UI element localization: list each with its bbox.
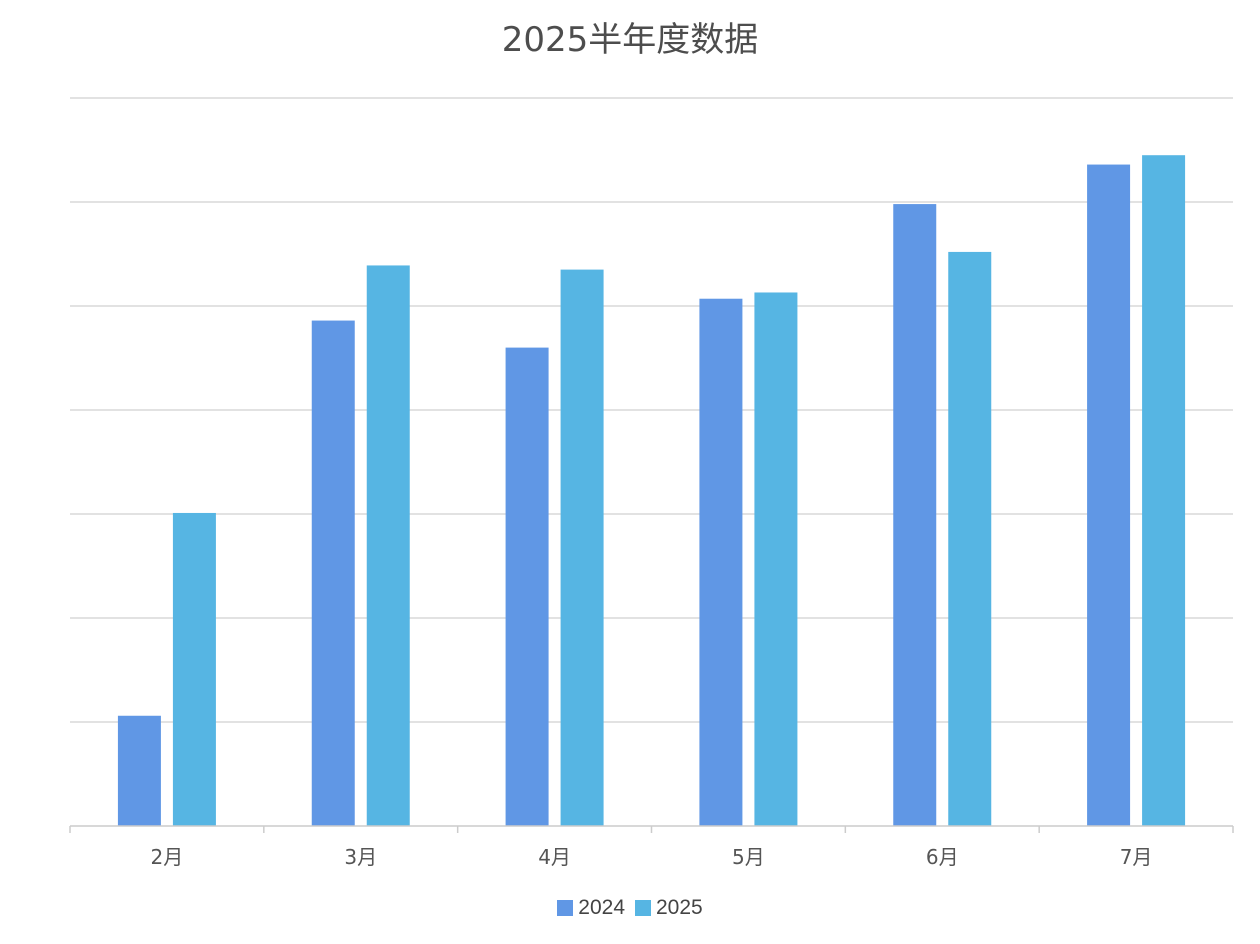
bars (117, 155, 1186, 827)
legend-swatch-2024 (557, 900, 574, 916)
x-tick-label-7月: 7月 (1120, 845, 1153, 869)
legend-item-2024[interactable]: 2024 (557, 896, 625, 920)
bar-2025-5月 (754, 292, 798, 827)
x-tick-label-6月: 6月 (926, 845, 959, 869)
bar-2024-4月 (505, 347, 549, 826)
gridlines (70, 97, 1233, 723)
bar-2024-5月 (699, 298, 743, 827)
bar-2024-7月 (1087, 164, 1131, 826)
legend-label-2025: 2025 (656, 896, 703, 919)
bar-2024-2月 (117, 715, 161, 826)
legend-swatch-2025 (635, 900, 651, 916)
bar-2024-3月 (311, 320, 355, 826)
bar-2025-6月 (948, 251, 992, 827)
legend: 2024 2025 (0, 896, 1260, 920)
bar-2025-2月 (172, 512, 216, 826)
bar-2024-6月 (893, 204, 937, 826)
legend-item-2025[interactable]: 2025 (635, 896, 703, 920)
x-tick-label-5月: 5月 (732, 845, 765, 869)
legend-label-2024: 2024 (578, 896, 625, 919)
bar-2025-4月 (560, 269, 604, 827)
bar-2025-7月 (1142, 155, 1186, 826)
x-tick-label-4月: 4月 (538, 845, 571, 869)
chart-title: 2025半年度数据 (501, 20, 759, 60)
x-tick-label-2月: 2月 (151, 845, 184, 869)
x-axis: 2月 3月 4月 5月 6月 7月 (69, 825, 1234, 869)
x-tick-label-3月: 3月 (344, 845, 377, 869)
bar-2025-3月 (366, 265, 410, 826)
